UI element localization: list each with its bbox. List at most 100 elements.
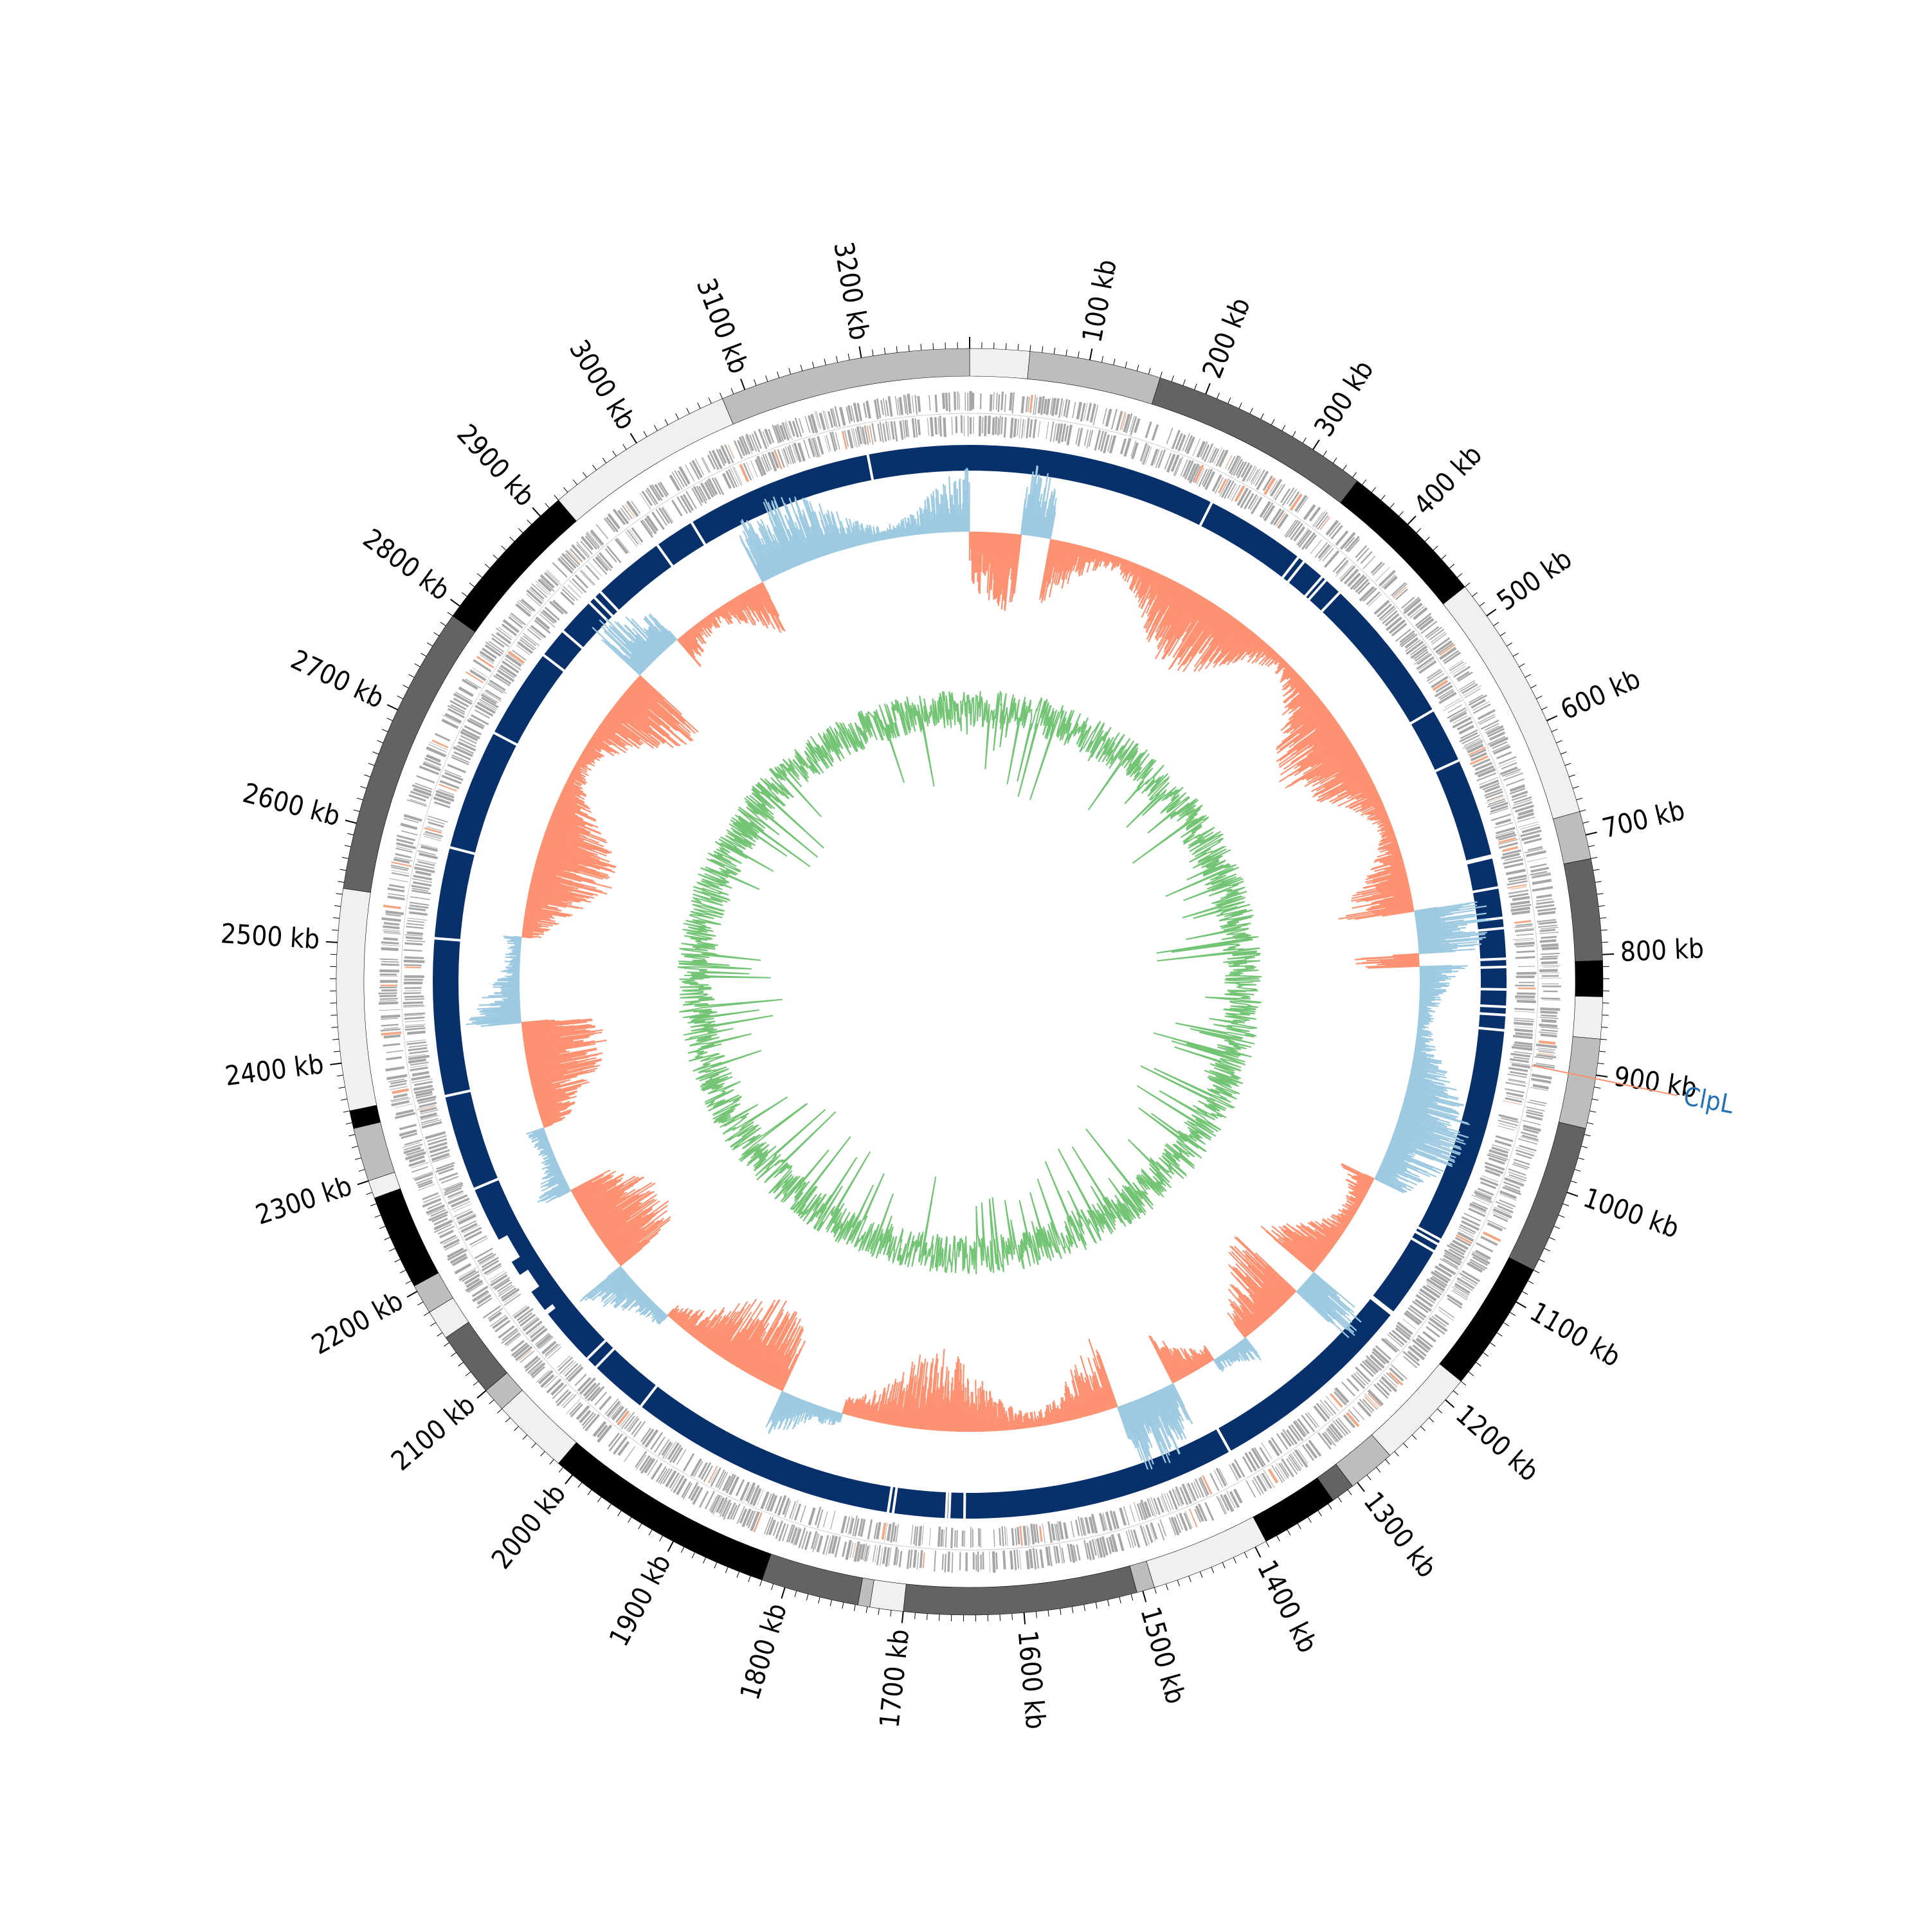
gene-feature — [650, 1432, 663, 1450]
contig-segment — [903, 1566, 1137, 1615]
minor-tick — [1282, 425, 1285, 431]
gene-feature — [973, 1552, 975, 1569]
gene-feature — [1381, 1338, 1398, 1353]
gene-feature — [404, 943, 422, 946]
minor-tick — [842, 1602, 844, 1609]
minor-tick — [1036, 1612, 1037, 1618]
gene-feature — [1515, 985, 1534, 987]
gene-feature — [1017, 1527, 1020, 1544]
minor-tick — [644, 431, 647, 437]
minor-tick — [403, 685, 408, 689]
minor-tick — [1584, 1134, 1591, 1135]
gene-feature — [1004, 1526, 1006, 1546]
minor-tick — [1404, 1443, 1408, 1448]
gene-feature — [1438, 1306, 1454, 1318]
gene-feature — [975, 1555, 977, 1571]
gene-feature — [399, 1124, 417, 1130]
gene-feature — [381, 989, 397, 991]
gene-feature — [624, 1446, 635, 1462]
gene-feature — [1541, 1033, 1557, 1037]
gene-feature — [1449, 662, 1463, 671]
gene-feature — [404, 964, 422, 966]
gene-feature — [425, 1131, 446, 1139]
minor-tick — [1390, 503, 1395, 508]
gene-feature — [380, 973, 397, 975]
minor-tick — [1372, 487, 1375, 492]
gene-feature — [800, 1505, 806, 1522]
gene-feature — [1002, 1551, 1006, 1569]
minor-tick — [725, 1567, 728, 1573]
minor-tick — [1101, 356, 1103, 363]
gene-feature — [1519, 1145, 1537, 1151]
gene-feature — [995, 417, 997, 435]
minor-tick — [896, 347, 897, 353]
gene-feature — [1514, 1029, 1533, 1033]
gene-feature — [406, 923, 424, 926]
gene-feature — [882, 1522, 887, 1540]
gene-feature — [383, 944, 401, 946]
gene-feature — [804, 1531, 812, 1550]
minor-tick — [1012, 1614, 1013, 1620]
gene-feature — [388, 887, 405, 892]
minor-tick — [660, 1536, 663, 1542]
minor-tick — [1578, 1158, 1584, 1160]
contig-segment — [502, 1390, 577, 1463]
contig-segment — [336, 889, 377, 1111]
minor-tick — [731, 388, 734, 394]
gene-feature — [1383, 575, 1398, 590]
gene-feature — [989, 1551, 990, 1573]
minor-tick — [1571, 1181, 1577, 1183]
minor-tick — [408, 674, 414, 678]
gene-feature — [404, 979, 423, 980]
minor-tick — [415, 664, 421, 667]
gene-feature — [1111, 409, 1118, 429]
gene-feature — [1527, 857, 1547, 862]
gene-feature — [379, 1000, 396, 1002]
minor-tick — [1602, 942, 1608, 943]
minor-tick — [1600, 917, 1606, 918]
gene-feature — [1495, 818, 1511, 826]
minor-tick — [345, 845, 351, 847]
gene-feature — [1040, 1549, 1044, 1568]
minor-tick — [613, 451, 617, 456]
minor-tick — [1376, 1467, 1380, 1472]
minor-tick — [854, 1605, 855, 1611]
minor-tick — [332, 1039, 339, 1040]
gene-feature — [1345, 536, 1359, 552]
gene-feature — [1001, 417, 1003, 434]
gene-feature — [1020, 396, 1024, 413]
gene-feature — [404, 987, 421, 989]
minor-tick — [1066, 350, 1067, 356]
major-tick — [1408, 516, 1415, 525]
gene-feature — [1010, 1551, 1013, 1569]
gene-feature — [1516, 956, 1535, 959]
minor-tick — [754, 379, 756, 385]
major-tick — [330, 1063, 341, 1065]
minor-tick — [1261, 413, 1264, 419]
gene-feature — [1543, 1000, 1561, 1001]
minor-tick — [385, 1237, 390, 1240]
gene-feature — [606, 546, 621, 563]
gene-feature — [1063, 1522, 1068, 1539]
minor-tick — [1042, 347, 1043, 353]
gene-feature — [1538, 911, 1556, 916]
gene-feature — [1109, 435, 1116, 454]
minor-tick — [1581, 1146, 1588, 1148]
tick-label: 1500 kb — [1134, 1603, 1191, 1708]
minor-tick — [1513, 653, 1519, 656]
contig-segment — [453, 500, 576, 632]
minor-tick — [493, 555, 498, 559]
minor-tick — [1183, 379, 1185, 385]
gene-feature — [937, 417, 939, 435]
gene-feature — [1536, 894, 1552, 899]
gene-feature — [1006, 1528, 1008, 1547]
minor-tick — [462, 593, 467, 597]
gene-feature — [1375, 567, 1390, 582]
gene-feature — [410, 896, 430, 900]
minor-tick — [1303, 438, 1306, 444]
gene-feature — [1517, 993, 1535, 995]
minor-tick — [347, 833, 354, 835]
minor-tick — [466, 1372, 471, 1376]
minor-tick — [505, 1418, 510, 1422]
minor-tick — [1575, 1169, 1581, 1171]
